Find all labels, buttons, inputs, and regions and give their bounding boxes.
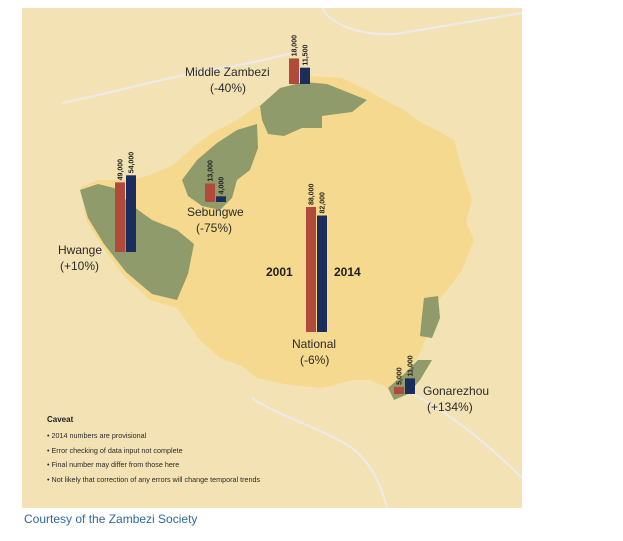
region-change-middle-zambezi: (-40%) xyxy=(210,81,246,95)
bar-hwange-2001 xyxy=(115,182,125,252)
map-figure: 18,000 11,500 13,000 4,000 49,000 54,000 88,00… xyxy=(22,8,522,508)
bar-middle-zambezi-2001 xyxy=(289,58,299,84)
bar-value-label-middle-zambezi-2014: 11,500 xyxy=(303,45,310,66)
bar-sebungwe-2014 xyxy=(216,196,226,202)
bar-value-label-national-2014: 82,000 xyxy=(320,192,327,214)
caveat-item: Not likely that correction of any errors… xyxy=(47,473,377,488)
region-change-national: (-6%) xyxy=(300,353,329,367)
bar-gonarezhou-2001 xyxy=(394,386,404,394)
bar-gonarezhou-2014 xyxy=(405,378,415,394)
region-change-hwange: (+10%) xyxy=(60,259,99,273)
park-area-sebungwe xyxy=(182,124,258,210)
caveat-title: Caveat xyxy=(47,415,74,424)
source-credit: Courtesy of the Zambezi Society xyxy=(24,512,198,526)
year-label-2001: 2001 xyxy=(266,265,293,279)
border-line-northwest xyxy=(61,52,293,104)
region-name-middle-zambezi: Middle Zambezi xyxy=(185,65,270,79)
bar-hwange-2014 xyxy=(126,175,136,252)
border-line-southeast xyxy=(401,387,522,479)
region-change-sebungwe: (-75%) xyxy=(196,221,232,235)
bar-value-label-gonarezhou-2001: 5,000 xyxy=(397,367,404,385)
bar-national-2014 xyxy=(317,215,327,332)
bar-value-label-hwange-2001: 49,000 xyxy=(118,159,125,181)
park-area-middle-zambezi xyxy=(260,82,367,136)
zimbabwe-map: 18,000 11,500 13,000 4,000 49,000 54,000 88,00… xyxy=(58,8,522,508)
region-name-gonarezhou: Gonarezhou xyxy=(423,384,489,398)
border-line-north xyxy=(321,8,522,36)
caveat-item: Final number may differ from those here xyxy=(47,458,377,473)
park-area-east-strip xyxy=(420,296,440,338)
bar-value-label-hwange-2014: 54,000 xyxy=(129,152,136,174)
year-label-2014: 2014 xyxy=(334,265,361,279)
bar-value-label-national-2001: 88,000 xyxy=(309,183,316,205)
caveat-box: Caveat 2014 numbers are provisional Erro… xyxy=(47,415,377,487)
bar-national-2001 xyxy=(306,207,316,332)
bar-value-label-sebungwe-2014: 4,000 xyxy=(219,177,226,195)
bar-middle-zambezi-2014 xyxy=(300,67,310,84)
bars-layer: 18,000 11,500 13,000 4,000 49,000 54,000 88,00… xyxy=(115,35,415,394)
bar-value-label-middle-zambezi-2001: 18,000 xyxy=(292,35,299,57)
region-name-sebungwe: Sebungwe xyxy=(187,205,244,219)
zimbabwe-country-shape xyxy=(80,76,474,388)
caveat-list: 2014 numbers are provisional Error check… xyxy=(47,429,377,487)
region-name-hwange: Hwange xyxy=(58,243,102,257)
region-name-national: National xyxy=(292,337,336,351)
caveat-item: Error checking of data input not complet… xyxy=(47,444,377,459)
bar-sebungwe-2001 xyxy=(205,183,215,202)
park-area-hwange xyxy=(80,184,194,300)
bar-value-label-sebungwe-2001: 13,000 xyxy=(208,160,215,182)
bar-value-label-gonarezhou-2014: 11,000 xyxy=(408,355,415,376)
caveat-item: 2014 numbers are provisional xyxy=(47,429,377,444)
region-change-gonarezhou: (+134%) xyxy=(427,400,473,414)
